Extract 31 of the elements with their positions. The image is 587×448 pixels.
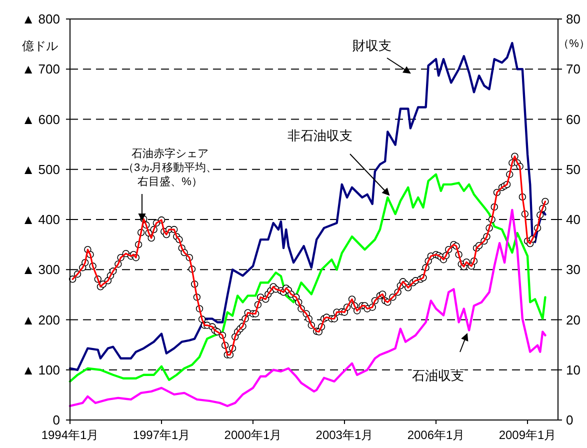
y2-tick-label: 50 — [566, 162, 580, 177]
y-tick-label: ▲ 400 — [22, 212, 60, 228]
y-tick-label: ▲ 200 — [22, 312, 60, 328]
x-tick-label: 2000年1月 — [224, 428, 282, 442]
series-label: 石油収支 — [412, 368, 464, 383]
y-tick-label: ▲ 600 — [22, 112, 60, 127]
x-tick-label: 1994年1月 — [41, 428, 99, 442]
y-axis-title: 億ドル — [22, 39, 58, 53]
y2-tick-label: 80 — [566, 12, 580, 27]
y-tick-label: ▲ 100 — [22, 362, 60, 378]
y-tick-label: ▲ 800 — [22, 12, 60, 27]
y2-tick-label: 60 — [566, 112, 580, 127]
y-tick-label: ▲ 500 — [22, 162, 60, 177]
y-tick-label: 0 — [52, 412, 60, 428]
x-tick-label: 2006年1月 — [407, 428, 465, 442]
x-tick-label: 2009年1月 — [498, 428, 556, 442]
text: 非石油収支 — [288, 128, 352, 143]
y2-tick-label: 30 — [566, 262, 580, 278]
y2-tick-label: 10 — [566, 362, 580, 378]
line-series — [68, 173, 546, 383]
y-tick-label: ▲ 700 — [22, 62, 60, 77]
y2-tick-label: 70 — [566, 62, 580, 77]
line-series — [68, 208, 546, 408]
x-tick-label: 2003年1月 — [316, 428, 374, 442]
x-tick-label: 1997年1月 — [132, 428, 190, 442]
y2-axis-title: （%） — [558, 38, 587, 50]
y-tick-label: ▲ 300 — [22, 262, 60, 278]
text: 財収支 — [352, 38, 392, 53]
y2-tick-label: 40 — [566, 212, 580, 228]
y2-tick-label: 20 — [566, 312, 580, 328]
y2-tick-label: 0 — [566, 412, 574, 428]
